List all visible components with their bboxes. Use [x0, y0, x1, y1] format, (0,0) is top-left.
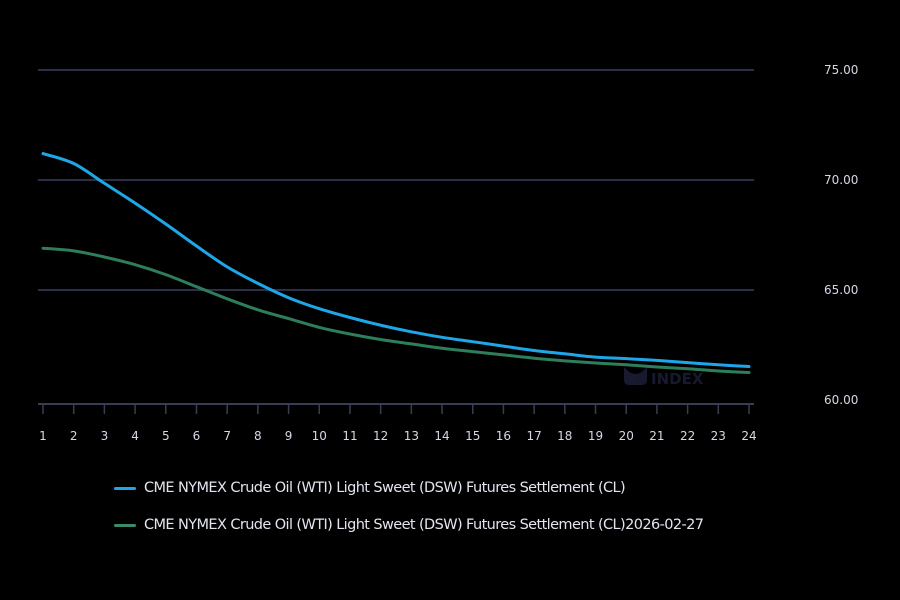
x-tick-label: 17	[526, 429, 541, 443]
x-tick-label: 19	[588, 429, 603, 443]
x-tick-label: 11	[342, 429, 357, 443]
watermark-logo-icon	[624, 367, 647, 385]
y-tick-label: 65.00	[824, 283, 858, 297]
watermark-text: INDEX	[651, 370, 704, 388]
x-tick-label: 2	[70, 429, 78, 443]
y-axis: 60.00 65.00 70.00 75.00	[824, 63, 858, 407]
watermark: INDEX	[624, 367, 704, 388]
legend-swatch-green	[114, 523, 136, 527]
x-tick-label: 22	[680, 429, 695, 443]
x-tick-label: 1	[39, 429, 47, 443]
x-axis: 1 2 3 4 5 6 7 8 9 10 11 12 13 14 15 16 17 18 19 20 21 22 23 24	[38, 403, 757, 443]
legend-label: CME NYMEX Crude Oil (WTI) Light Sweet (D…	[144, 480, 626, 496]
x-tick-label: 3	[101, 429, 109, 443]
x-tick-label: 12	[373, 429, 388, 443]
x-tick-label: 13	[404, 429, 419, 443]
x-tick-label: 4	[131, 429, 139, 443]
x-tick-label: 14	[434, 429, 449, 443]
gridlines	[38, 69, 754, 291]
x-tick-label: 8	[254, 429, 262, 443]
y-tick-label: 60.00	[824, 393, 858, 407]
legend-item-2026-02-27[interactable]: CME NYMEX Crude Oil (WTI) Light Sweet (D…	[114, 515, 704, 535]
x-tick-label: 15	[465, 429, 480, 443]
data-series	[41, 152, 751, 374]
x-tick-label: 9	[285, 429, 293, 443]
x-tick-label: 5	[162, 429, 170, 443]
x-tick-label: 10	[312, 429, 327, 443]
y-tick-label: 75.00	[824, 63, 858, 77]
x-tick-label: 23	[711, 429, 726, 443]
legend: CME NYMEX Crude Oil (WTI) Light Sweet (D…	[114, 478, 704, 552]
x-tick-label: 20	[619, 429, 634, 443]
series-line-current[interactable]	[41, 152, 751, 369]
legend-label: CME NYMEX Crude Oil (WTI) Light Sweet (D…	[144, 517, 704, 533]
x-tick-label: 16	[496, 429, 511, 443]
legend-swatch-blue	[114, 486, 136, 490]
legend-item-current[interactable]: CME NYMEX Crude Oil (WTI) Light Sweet (D…	[114, 478, 703, 498]
x-tick-label: 24	[741, 429, 756, 443]
x-tick-label: 18	[557, 429, 572, 443]
y-tick-label: 70.00	[824, 173, 858, 187]
x-tick-label: 6	[193, 429, 201, 443]
x-tick-label: 7	[223, 429, 231, 443]
series-line-2026-02-27[interactable]	[41, 246, 751, 374]
x-tick-label: 21	[649, 429, 664, 443]
